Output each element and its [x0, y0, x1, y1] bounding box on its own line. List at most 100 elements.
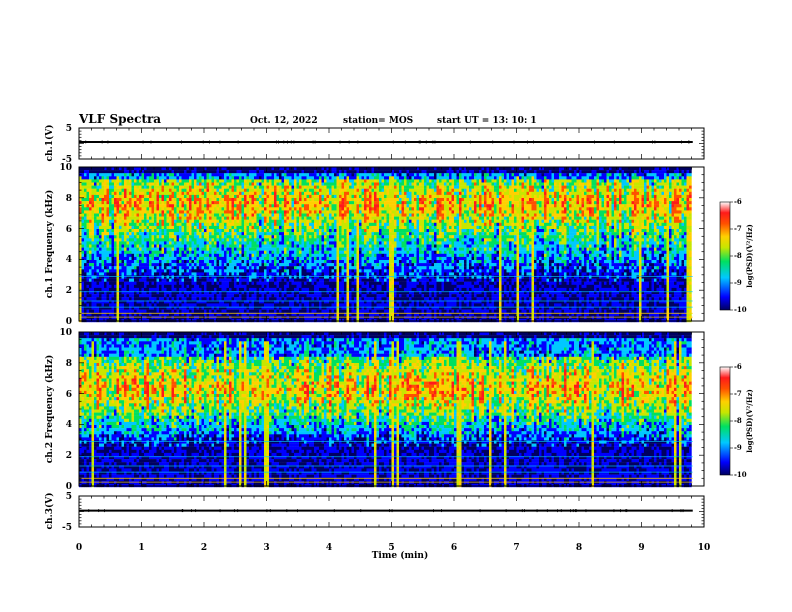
- spectro-cell: [111, 263, 115, 267]
- spectro-cell: [94, 173, 97, 177]
- spectro-cell: [179, 256, 182, 261]
- spectro-cell: [124, 194, 127, 199]
- spectro-cell: [94, 222, 97, 227]
- spectro-cell: [264, 241, 267, 245]
- spectro-cell: [184, 241, 187, 245]
- spectro-cell: [126, 182, 130, 186]
- spectro-cell: [311, 250, 315, 254]
- spectro-cell: [259, 191, 262, 196]
- spectro-cell: [166, 303, 170, 307]
- spectro-cell: [294, 225, 297, 230]
- spectro-cell: [89, 167, 92, 171]
- spectro-cell: [229, 250, 232, 254]
- spectro-cell: [186, 170, 190, 174]
- spectro-cell: [194, 260, 197, 264]
- spectro-cell: [284, 185, 287, 189]
- spectro-cell: [289, 278, 292, 282]
- spectro-cell: [241, 238, 245, 242]
- spectro-cell: [154, 188, 157, 192]
- spectro-cell: [129, 188, 132, 192]
- spectro-cell: [274, 272, 277, 276]
- spectro-cell: [274, 204, 277, 208]
- spectro-cell: [201, 213, 205, 217]
- spectro-cell: [104, 207, 107, 211]
- spectro-cell: [266, 232, 270, 236]
- spectro-cell: [229, 275, 232, 279]
- spectro-cell: [116, 303, 120, 307]
- spectro-cell: [199, 176, 202, 180]
- spectro-cell: [126, 247, 130, 251]
- spectro-cell: [216, 260, 220, 264]
- spectro-cell: [279, 179, 282, 183]
- spectro-cell: [294, 173, 297, 177]
- spectro-cell: [164, 306, 167, 310]
- spectro-cell: [149, 191, 152, 196]
- spectro-cell: [86, 229, 90, 233]
- spectro-cell: [96, 278, 100, 282]
- spectro-cell: [171, 173, 175, 177]
- spectro-cell: [244, 176, 247, 180]
- spectro-cell: [189, 284, 192, 289]
- spectro-cell: [109, 241, 112, 245]
- spectro-cell: [231, 207, 235, 211]
- spectro-cell: [289, 188, 292, 192]
- spectro-cell: [299, 229, 302, 233]
- spectro-cell: [171, 167, 175, 171]
- spectro-cell: [309, 241, 312, 245]
- spectro-cell: [96, 216, 100, 220]
- spectro-cell: [104, 198, 107, 202]
- spectro-cell: [286, 238, 290, 242]
- spectro-cell: [316, 309, 320, 313]
- spectro-cell: [149, 263, 152, 267]
- spectro-cell: [274, 238, 277, 242]
- spectro-cell: [81, 297, 85, 301]
- spectro-cell: [156, 232, 160, 236]
- spectro-cell: [316, 232, 320, 236]
- spectro-cell: [84, 287, 87, 292]
- spectro-cell: [181, 210, 185, 214]
- spectro-cell: [314, 207, 317, 211]
- spectro-cell: [234, 303, 237, 307]
- spectro-cell: [91, 309, 95, 313]
- spectro-cell: [81, 309, 85, 313]
- spectro-cell: [224, 225, 227, 230]
- spectro-cell: [286, 247, 290, 251]
- spectro-cell: [254, 238, 257, 242]
- spectro-cell: [144, 297, 147, 301]
- spectro-cell: [186, 275, 190, 279]
- spectro-cell: [296, 182, 300, 186]
- spectro-cell: [181, 194, 185, 199]
- spectro-cell: [311, 281, 315, 285]
- spectro-cell: [249, 213, 252, 217]
- spectro-cell: [261, 272, 265, 276]
- spectro-cell: [259, 176, 262, 180]
- spectro-cell: [241, 188, 245, 192]
- spectro-cell: [244, 244, 247, 248]
- spectro-cell: [279, 235, 282, 239]
- spectro-cell: [146, 222, 150, 227]
- spectro-cell: [224, 232, 227, 236]
- spectro-cell: [156, 256, 160, 261]
- spectro-cell: [96, 210, 100, 214]
- spectro-cell: [101, 312, 105, 316]
- spectro-cell: [134, 229, 137, 233]
- spectro-cell: [304, 278, 307, 282]
- spectro-cell: [221, 225, 225, 230]
- spectro-cell: [254, 213, 257, 217]
- spectro-cell: [104, 253, 107, 258]
- spectro-cell: [146, 235, 150, 239]
- spectro-cell: [199, 247, 202, 251]
- spectro-cell: [124, 173, 127, 177]
- spectro-cell: [316, 170, 320, 174]
- spectro-cell: [236, 309, 240, 313]
- spectro-cell: [119, 303, 122, 307]
- spectro-cell: [191, 176, 195, 180]
- spectro-cell: [99, 309, 102, 313]
- spectro-cell: [276, 260, 280, 264]
- spectro-cell: [294, 247, 297, 251]
- spectro-cell: [241, 185, 245, 189]
- spectro-cell: [186, 306, 190, 310]
- spectro-cell: [101, 291, 105, 295]
- spectro-cell: [241, 244, 245, 248]
- spectro-cell: [141, 235, 145, 239]
